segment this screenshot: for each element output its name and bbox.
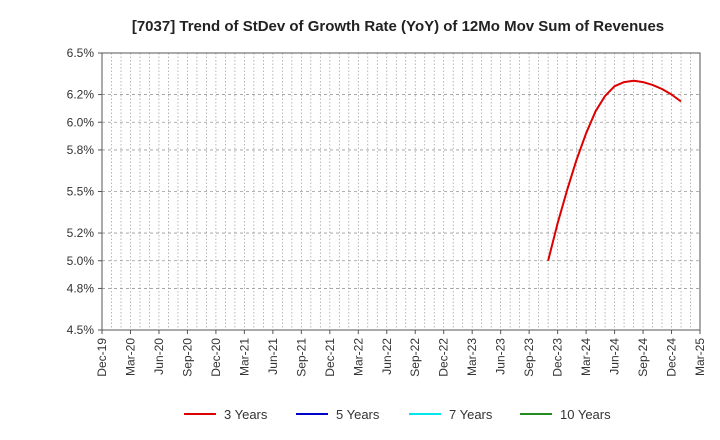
x-axis: Dec-19 Mar-20 Jun-20 Sep-20 Dec-20 Mar-21 Jun-… [95, 330, 707, 377]
x-tick-label: Mar-24 [579, 338, 593, 376]
y-tick-label: 5.8% [67, 143, 95, 157]
x-tick-label: Mar-23 [465, 338, 479, 376]
x-tick-label: Sep-24 [636, 338, 650, 377]
y-tick-label: 6.2% [67, 88, 95, 102]
x-tick-label: Mar-20 [123, 338, 137, 376]
x-tick-label: Dec-24 [665, 338, 679, 377]
x-tick-label: Dec-19 [95, 338, 109, 377]
y-tick-label: 6.5% [67, 46, 95, 60]
x-tick-label: Sep-22 [408, 338, 422, 377]
x-tick-label: Dec-21 [323, 338, 337, 377]
legend-label: 5 Years [336, 407, 380, 422]
x-tick-label: Mar-25 [693, 338, 707, 376]
x-tick-label: Jun-22 [380, 338, 394, 375]
x-tick-label: Mar-21 [237, 338, 251, 376]
y-tick-label: 6.0% [67, 115, 95, 129]
x-tick-label: Sep-23 [522, 338, 536, 377]
y-axis: 4.5% 4.8% 5.0% 5.2% 5.5% 5.8% 6.0% 6.2% 6.5% [67, 46, 102, 337]
x-tick-label: Jun-24 [608, 338, 622, 375]
x-tick-label: Dec-20 [209, 338, 223, 377]
y-tick-label: 5.2% [67, 226, 95, 240]
y-tick-label: 4.8% [67, 281, 95, 295]
legend: 3 Years 5 Years 7 Years 10 Years [184, 407, 611, 422]
x-tick-label: Jun-20 [152, 338, 166, 375]
x-tick-label: Jun-23 [494, 338, 508, 375]
y-tick-label: 5.0% [67, 254, 95, 268]
chart-title: [7037] Trend of StDev of Growth Rate (Yo… [132, 18, 664, 35]
series-line [547, 79, 682, 262]
x-tick-label: Dec-22 [437, 338, 451, 377]
x-tick-label: Jun-21 [266, 338, 280, 375]
x-tick-label: Sep-21 [294, 338, 308, 377]
grid [101, 52, 701, 331]
y-tick-label: 4.5% [67, 323, 95, 337]
x-tick-label: Dec-23 [551, 338, 565, 377]
legend-label: 7 Years [449, 407, 493, 422]
legend-label: 10 Years [560, 407, 611, 422]
y-tick-label: 5.5% [67, 185, 95, 199]
series-layer [547, 79, 682, 262]
legend-label: 3 Years [224, 407, 268, 422]
x-tick-label: Sep-20 [180, 338, 194, 377]
plot-frame [101, 52, 701, 331]
x-tick-label: Mar-22 [351, 338, 365, 376]
